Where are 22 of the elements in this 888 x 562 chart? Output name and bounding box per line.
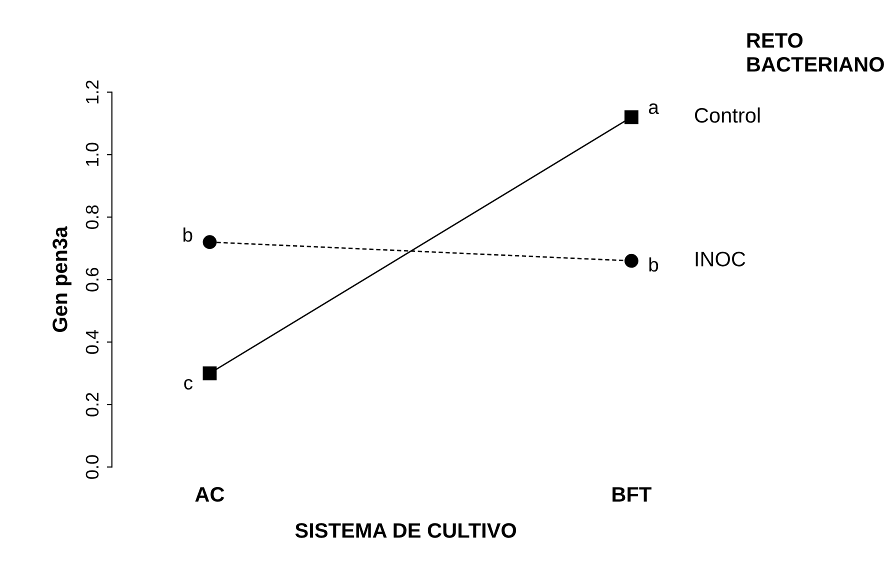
annotation: a — [648, 103, 659, 114]
y-tick-label: 0.8 — [86, 205, 99, 229]
point — [202, 235, 217, 250]
y-tick-label: 1.2 — [86, 80, 98, 104]
y-tick-label: 1.0 — [86, 142, 99, 166]
text: Control — [694, 107, 760, 123]
x-axis-title: SISTEMA DE CULTIVO — [295, 523, 516, 538]
y-tick-label: 0.0 — [86, 455, 99, 479]
text: INOC — [696, 252, 746, 266]
point — [624, 110, 638, 124]
point — [624, 254, 638, 268]
y-tick-label: 0.4 — [86, 330, 99, 354]
y-tick-label: 0.6 — [86, 268, 99, 292]
legend-title: RETO BACTERIANO — [747, 33, 884, 72]
point — [202, 366, 217, 380]
annotation: b — [649, 257, 658, 272]
annotation: b — [184, 227, 192, 242]
x-tick-label: AC — [195, 487, 224, 502]
y-tick-label: 0.2 — [86, 392, 99, 416]
y-axis-title: Gen pen3a — [52, 226, 72, 332]
annotation: c — [184, 378, 193, 390]
x-tick-label: BFT — [612, 487, 652, 502]
